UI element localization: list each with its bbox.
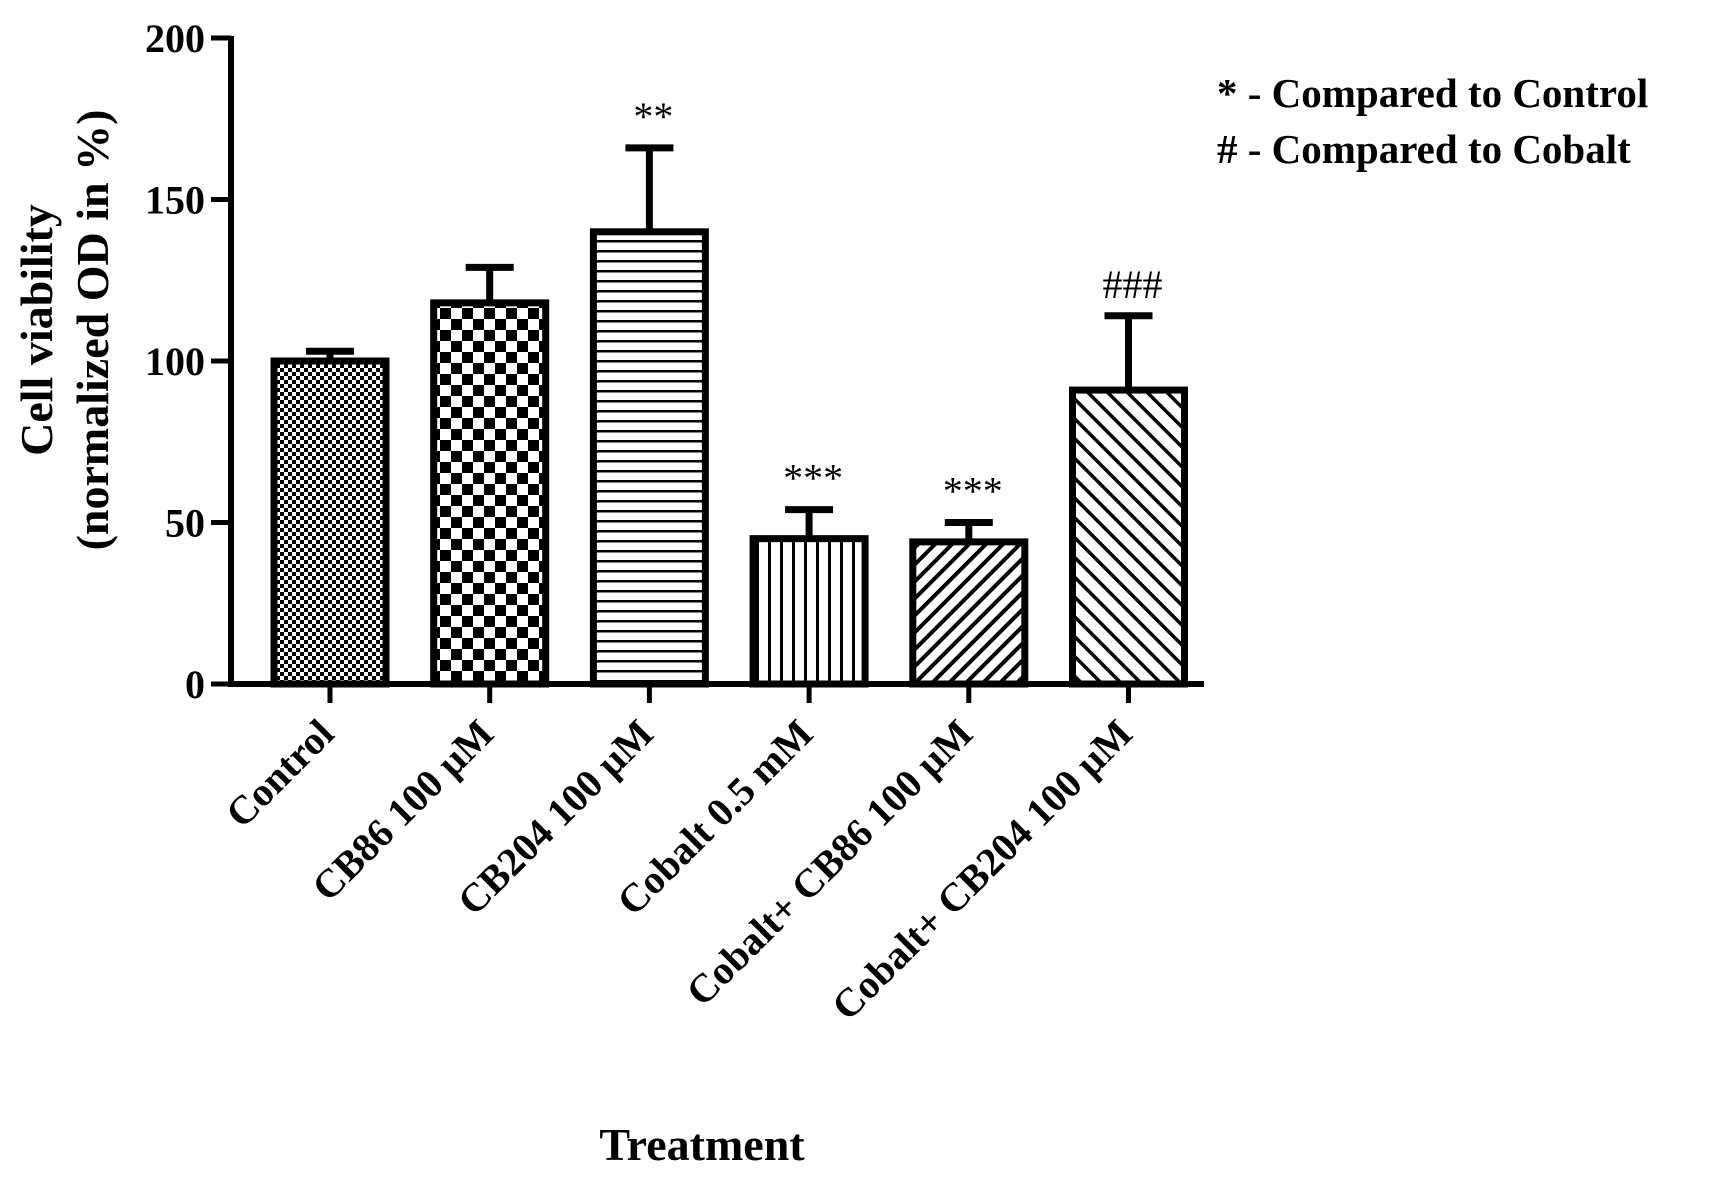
category-label: Cobalt+ CB204 100 µM bbox=[823, 711, 1141, 1029]
y-axis-title: Cell viability (normalized OD in %) bbox=[11, 110, 118, 551]
bar bbox=[270, 357, 390, 688]
significance-label: *** bbox=[943, 469, 1003, 514]
category-label: Control bbox=[217, 711, 343, 837]
legend-entry-cobalt: # - Compared to Cobalt bbox=[1217, 126, 1631, 172]
x-axis-title: Treatment bbox=[599, 1119, 805, 1170]
category-label: Cobalt+ CB86 100 µM bbox=[677, 711, 981, 1015]
significance-label: ### bbox=[1103, 262, 1163, 307]
legend-entry-control: * - Compared to Control bbox=[1217, 70, 1648, 116]
significance-label: *** bbox=[783, 456, 843, 501]
bar bbox=[430, 299, 550, 688]
y-axis-title-line1: Cell viability bbox=[11, 204, 62, 456]
y-axis-title-line2: (normalized OD in %) bbox=[67, 110, 118, 551]
bar bbox=[589, 228, 709, 688]
bar bbox=[1069, 386, 1188, 688]
y-tick-label: 0 bbox=[185, 662, 205, 707]
significance-label: ** bbox=[633, 94, 673, 139]
bar bbox=[749, 535, 869, 688]
y-tick-label: 50 bbox=[165, 501, 205, 546]
bar bbox=[909, 538, 1029, 688]
y-tick-label: 200 bbox=[145, 16, 205, 61]
y-tick-label: 150 bbox=[145, 178, 205, 223]
legend: * - Compared to Control # - Compared to … bbox=[1217, 70, 1648, 172]
y-tick-label: 100 bbox=[145, 339, 205, 384]
